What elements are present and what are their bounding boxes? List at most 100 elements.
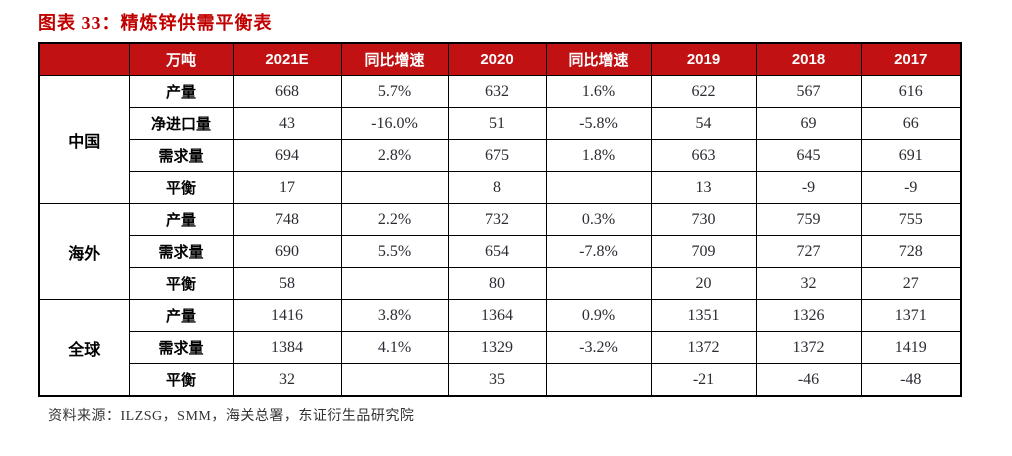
region-group-label: 全球 xyxy=(38,299,130,397)
value-cell: 27 xyxy=(860,267,962,300)
value-cell: -3.2% xyxy=(545,331,652,364)
value-cell: 1.6% xyxy=(545,75,652,108)
value-cell: 54 xyxy=(650,107,757,140)
value-cell: 2.2% xyxy=(340,203,449,236)
metric-label: 平衡 xyxy=(128,267,234,300)
report-figure-page: 图表 33：精炼锌供需平衡表 万吨 2021E 同比增速 2020 同比增速 2019 20… xyxy=(38,13,962,424)
value-cell: 632 xyxy=(447,75,547,108)
metric-label: 产量 xyxy=(128,75,234,108)
value-cell: 0.3% xyxy=(545,203,652,236)
metric-label: 平衡 xyxy=(128,171,234,204)
value-cell: 730 xyxy=(650,203,757,236)
value-cell: 2.8% xyxy=(340,139,449,172)
value-cell: 645 xyxy=(755,139,862,172)
metric-label: 平衡 xyxy=(128,363,234,397)
table-row: 海外 产量 748 2.2% 732 0.3% 730 759 755 xyxy=(38,203,962,300)
value-cell: -9 xyxy=(860,171,962,204)
value-cell: 35 xyxy=(447,363,547,397)
table-row: 需求量 1384 4.1% 1329 -3.2% 1372 1372 1419 xyxy=(39,331,962,364)
source-note: 资料来源：ILZSG，SMM，海关总署，东证衍生品研究院 xyxy=(48,409,415,424)
metric-label: 需求量 xyxy=(128,235,234,268)
value-cell: 709 xyxy=(650,235,757,268)
value-cell: 727 xyxy=(755,235,862,268)
value-cell: 691 xyxy=(860,139,962,172)
value-cell: 13 xyxy=(650,171,757,204)
value-cell: 58 xyxy=(232,267,342,300)
value-cell: 20 xyxy=(650,267,757,300)
col-header-7: 2018 xyxy=(755,42,862,76)
value-cell: 567 xyxy=(755,75,862,108)
table-row: 中国 产量 668 5.7% 632 1.6% 622 567 616 xyxy=(38,75,962,204)
table-body: 中国 产量 668 5.7% 632 1.6% 622 567 616 净进口量 43 -16.0% 5… xyxy=(38,75,962,397)
table-row: 平衡 58 80 20 32 27 xyxy=(39,267,962,300)
value-cell: 1384 xyxy=(232,331,342,364)
col-header-3: 同比增速 xyxy=(340,42,449,76)
value-cell: 1364 xyxy=(447,299,547,332)
value-cell: 5.5% xyxy=(340,235,449,268)
col-header-8: 2017 xyxy=(860,42,962,76)
value-cell: 675 xyxy=(447,139,547,172)
value-cell: 8 xyxy=(447,171,547,204)
value-cell xyxy=(340,363,449,397)
value-cell: 4.1% xyxy=(340,331,449,364)
table-header-row: 万吨 2021E 同比增速 2020 同比增速 2019 2018 2017 xyxy=(38,42,962,76)
value-cell: 616 xyxy=(860,75,962,108)
value-cell: -46 xyxy=(755,363,862,397)
value-cell: 3.8% xyxy=(340,299,449,332)
value-cell: -5.8% xyxy=(545,107,652,140)
value-cell: 1416 xyxy=(232,299,342,332)
value-cell: 1372 xyxy=(650,331,757,364)
value-cell: 32 xyxy=(755,267,862,300)
value-cell: 759 xyxy=(755,203,862,236)
metric-label: 需求量 xyxy=(128,139,234,172)
metric-label: 产量 xyxy=(128,203,234,236)
value-cell: 728 xyxy=(860,235,962,268)
value-cell: -7.8% xyxy=(545,235,652,268)
figure-title: 图表 33：精炼锌供需平衡表 xyxy=(38,13,273,33)
value-cell: 663 xyxy=(650,139,757,172)
value-cell: 1371 xyxy=(860,299,962,332)
value-cell xyxy=(545,267,652,300)
region-group-label: 海外 xyxy=(38,203,130,300)
table-row: 全球 产量 1416 3.8% 1364 0.9% 1351 1326 1371 xyxy=(38,299,962,397)
value-cell: 748 xyxy=(232,203,342,236)
value-cell xyxy=(545,363,652,397)
value-cell xyxy=(340,171,449,204)
value-cell: 1329 xyxy=(447,331,547,364)
value-cell: 51 xyxy=(447,107,547,140)
value-cell: 690 xyxy=(232,235,342,268)
value-cell: 17 xyxy=(232,171,342,204)
value-cell xyxy=(545,171,652,204)
value-cell: -16.0% xyxy=(340,107,449,140)
col-header-5: 同比增速 xyxy=(545,42,652,76)
col-header-1: 万吨 xyxy=(128,42,234,76)
col-header-4: 2020 xyxy=(447,42,547,76)
value-cell: 1351 xyxy=(650,299,757,332)
value-cell: 622 xyxy=(650,75,757,108)
value-cell: 668 xyxy=(232,75,342,108)
value-cell: 732 xyxy=(447,203,547,236)
value-cell: 5.7% xyxy=(340,75,449,108)
value-cell: 1326 xyxy=(755,299,862,332)
value-cell xyxy=(340,267,449,300)
value-cell: -21 xyxy=(650,363,757,397)
region-group-label: 中国 xyxy=(38,75,130,204)
metric-label: 产量 xyxy=(128,299,234,332)
value-cell: 0.9% xyxy=(545,299,652,332)
col-header-2: 2021E xyxy=(232,42,342,76)
table-row: 净进口量 43 -16.0% 51 -5.8% 54 69 66 xyxy=(39,107,962,140)
value-cell: 654 xyxy=(447,235,547,268)
table-row: 平衡 32 35 -21 -46 -48 xyxy=(39,363,962,397)
table-row: 平衡 17 8 13 -9 -9 xyxy=(39,171,962,204)
zinc-supply-demand-table: 万吨 2021E 同比增速 2020 同比增速 2019 2018 2017 中国 产量 668 5… xyxy=(38,42,962,397)
value-cell: 1.8% xyxy=(545,139,652,172)
value-cell: 43 xyxy=(232,107,342,140)
value-cell: 694 xyxy=(232,139,342,172)
value-cell: -48 xyxy=(860,363,962,397)
value-cell: 32 xyxy=(232,363,342,397)
col-header-6: 2019 xyxy=(650,42,757,76)
value-cell: -9 xyxy=(755,171,862,204)
metric-label: 净进口量 xyxy=(128,107,234,140)
table-row: 需求量 694 2.8% 675 1.8% 663 645 691 xyxy=(39,139,962,172)
table-row: 需求量 690 5.5% 654 -7.8% 709 727 728 xyxy=(39,235,962,268)
